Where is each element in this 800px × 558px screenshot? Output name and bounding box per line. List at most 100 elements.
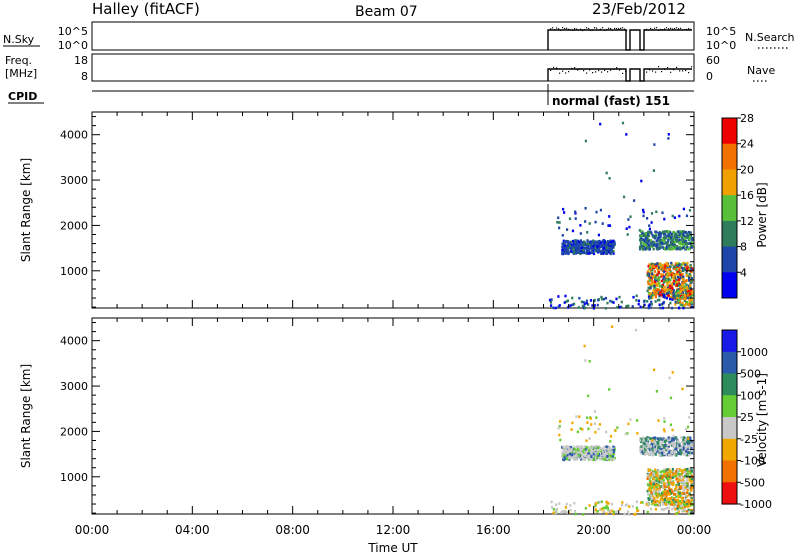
echo-cell [680, 283, 684, 286]
echo-cell [563, 249, 567, 253]
echo-cell [678, 272, 681, 275]
nave-point [565, 72, 567, 74]
echo-cell [688, 510, 691, 514]
echo-cell [591, 445, 594, 449]
nave-point [676, 66, 678, 68]
echo-cell [651, 265, 654, 268]
echo-cell [658, 298, 661, 302]
echo-cell [662, 503, 665, 506]
echo-cell [660, 279, 663, 283]
echo-cell [671, 298, 674, 301]
nsky-search-points [550, 27, 692, 32]
echo-cell [688, 451, 691, 454]
echo-cell [578, 246, 581, 249]
echo-cell [605, 500, 608, 504]
echo-cell [672, 289, 675, 292]
echo-cell [650, 300, 653, 304]
echo-cell [597, 427, 600, 431]
echo-cell [647, 493, 650, 496]
echo-cell [603, 240, 606, 244]
echo-cell [596, 303, 599, 307]
echo-cell [644, 248, 647, 251]
echo-cell [661, 470, 664, 473]
echo-cell [671, 306, 674, 310]
echo-cell [611, 452, 614, 456]
echo-cell [680, 231, 683, 234]
echo-cell [678, 231, 681, 235]
echo-cell [687, 296, 690, 300]
search-point [600, 28, 602, 30]
beam-title: Beam 07 [355, 4, 418, 20]
echo-cell [594, 445, 597, 448]
echo-cell [686, 246, 689, 249]
echo-cell [578, 296, 581, 300]
search-point [658, 29, 660, 31]
colorbar-swatch [722, 330, 737, 353]
echo-cell [668, 281, 671, 284]
search-point [602, 27, 604, 29]
echo-cell [661, 444, 664, 447]
echo-cell [588, 449, 591, 452]
echo-cell [672, 295, 675, 298]
echo-cell [679, 448, 682, 451]
echo-cell [664, 485, 668, 489]
echo-cell [576, 246, 579, 249]
echo-cell [690, 480, 693, 483]
echo-cell [657, 503, 660, 507]
echo-cell [670, 261, 673, 265]
echo-cell [574, 210, 577, 214]
echo-cell [643, 443, 646, 446]
echo-cell [563, 211, 566, 214]
echo-cell [654, 503, 657, 507]
echo-cell [594, 508, 597, 511]
echo-cell [677, 495, 680, 498]
echo-cell [647, 280, 650, 283]
echo-cell [688, 492, 691, 495]
echo-cell [689, 246, 692, 249]
echo-cell [599, 457, 602, 461]
echo-cell [652, 471, 655, 475]
echo-cell [670, 489, 673, 492]
echo-cell [650, 294, 653, 297]
echo-cell [650, 262, 653, 266]
echo-cell [581, 240, 584, 244]
echo-cell [596, 240, 599, 244]
echo-cell [688, 478, 691, 482]
echo-cell [678, 444, 681, 447]
echo-cell [595, 242, 598, 246]
echo-cell [665, 230, 668, 233]
echo-cell [658, 276, 661, 279]
echo-cell [688, 453, 691, 457]
echo-cell [626, 510, 630, 513]
echo-cell [673, 475, 676, 478]
echo-cell [660, 275, 663, 278]
echo-cell [651, 296, 654, 299]
echo-cell [677, 440, 680, 444]
search-point [590, 29, 592, 32]
echo-cell [678, 299, 681, 302]
echo-cell [563, 450, 566, 453]
colorbar-tick-label: -500 [740, 476, 765, 489]
echo-cell [666, 243, 669, 246]
echo-cell [653, 291, 656, 294]
echo-cell [576, 242, 579, 246]
echo-cell [656, 243, 659, 247]
echo-cell [662, 437, 665, 440]
echo-cell [665, 483, 669, 486]
echo-cell [671, 281, 674, 285]
echo-cell [576, 430, 579, 434]
echo-cell [681, 509, 684, 513]
echo-cell [658, 267, 662, 271]
echo-cell [677, 289, 680, 293]
echo-cell [593, 410, 597, 413]
echo-cell [670, 232, 673, 236]
echo-cell [648, 453, 652, 456]
search-point [558, 28, 560, 30]
nave-point [691, 66, 693, 68]
echo-cell [565, 457, 568, 460]
echo-cell [675, 512, 678, 515]
echo-cell [652, 491, 655, 494]
echo-cell [648, 246, 651, 250]
